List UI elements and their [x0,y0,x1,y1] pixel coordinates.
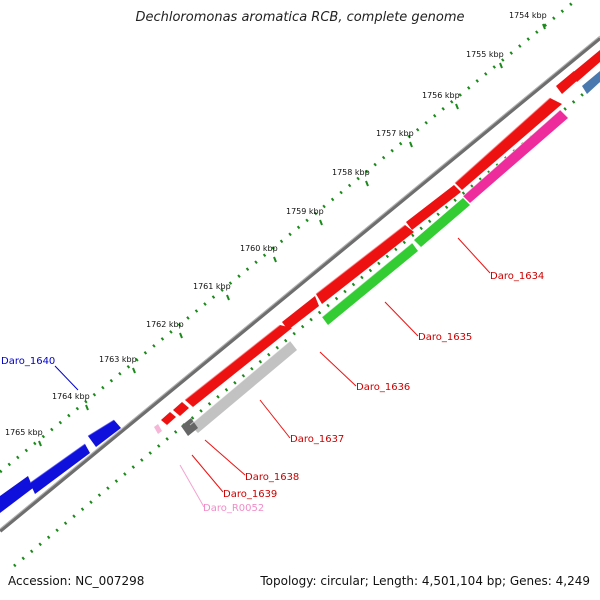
forward-strand-genes [161,50,600,425]
tick-label: 1756 kbp [422,91,460,100]
callout-lines [54,237,491,508]
major-ticks [38,23,546,447]
tick-label: 1757 kbp [376,129,414,138]
tick-label: 1754 kbp [509,11,547,20]
tick-label: 1758 kbp [332,168,370,177]
gene-feature-steelblue[interactable] [582,71,600,94]
major-tick [226,294,230,301]
major-tick [179,332,183,339]
gene-label-daro-1639[interactable]: Daro_1639 [223,489,277,500]
major-tick [132,367,136,374]
gene-label-daro-1634[interactable]: Daro_1634 [490,271,544,282]
major-tick [365,180,369,187]
tick-label: 1764 kbp [52,392,90,401]
gene-labels: Daro_1634 Daro_1635 Daro_1636 Daro_1637 … [1,271,544,514]
gene-feature-red[interactable] [571,50,600,82]
tick-label: 1761 kbp [193,282,231,291]
major-tick [38,440,42,447]
tick-labels: 1754 kbp 1755 kbp 1756 kbp 1757 kbp 1758 kbp… [5,11,547,437]
gene-label-daro-1635[interactable]: Daro_1635 [418,332,472,343]
major-tick [499,62,503,69]
accession-text: Accession: NC_007298 [8,574,145,588]
gene-feature-red[interactable] [282,296,319,330]
gene-feature-gray[interactable] [190,341,297,433]
gene-label-daro-1640[interactable]: Daro_1640 [1,356,55,367]
tick-label: 1762 kbp [146,320,184,329]
gene-feature-pink[interactable] [154,424,162,434]
topology-summary: Topology: circular; Length: 4,501,104 bp… [260,574,590,588]
gene-feature-blue[interactable] [30,444,90,494]
gene-label-daro-r0052[interactable]: Daro_R0052 [203,503,264,514]
gene-feature-red[interactable] [406,185,461,230]
gene-feature-green[interactable] [322,243,418,325]
tick-label: 1765 kbp [5,428,43,437]
genome-backbone [0,35,600,533]
major-tick [273,256,277,263]
gene-feature-magenta[interactable] [463,110,568,203]
tick-label: 1755 kbp [466,50,504,59]
gene-label-daro-1637[interactable]: Daro_1637 [290,434,344,445]
major-tick [319,219,323,226]
reverse-strand-genes [154,109,568,436]
gene-feature-red[interactable] [173,402,189,416]
gene-label-daro-1638[interactable]: Daro_1638 [245,472,299,483]
major-tick [409,141,413,148]
gene-feature-red[interactable] [316,225,414,304]
gene-feature-red[interactable] [161,412,176,425]
gene-feature-blue[interactable] [88,420,121,447]
outer-tick-ring [0,0,577,474]
major-tick [85,404,89,411]
blue-genes [0,419,121,513]
gene-feature-green[interactable] [414,198,470,247]
gene-feature-red[interactable] [185,325,292,407]
gene-label-daro-1636[interactable]: Daro_1636 [356,382,410,393]
gene-feature-blue[interactable] [0,476,33,513]
major-tick [455,103,459,110]
tick-label: 1760 kbp [240,244,278,253]
gene-feature-red[interactable] [455,98,562,190]
tick-label: 1759 kbp [286,207,324,216]
map-title: Dechloromonas aromatica RCB, complete ge… [135,10,465,25]
major-tick [542,23,546,30]
tick-label: 1763 kbp [99,355,137,364]
